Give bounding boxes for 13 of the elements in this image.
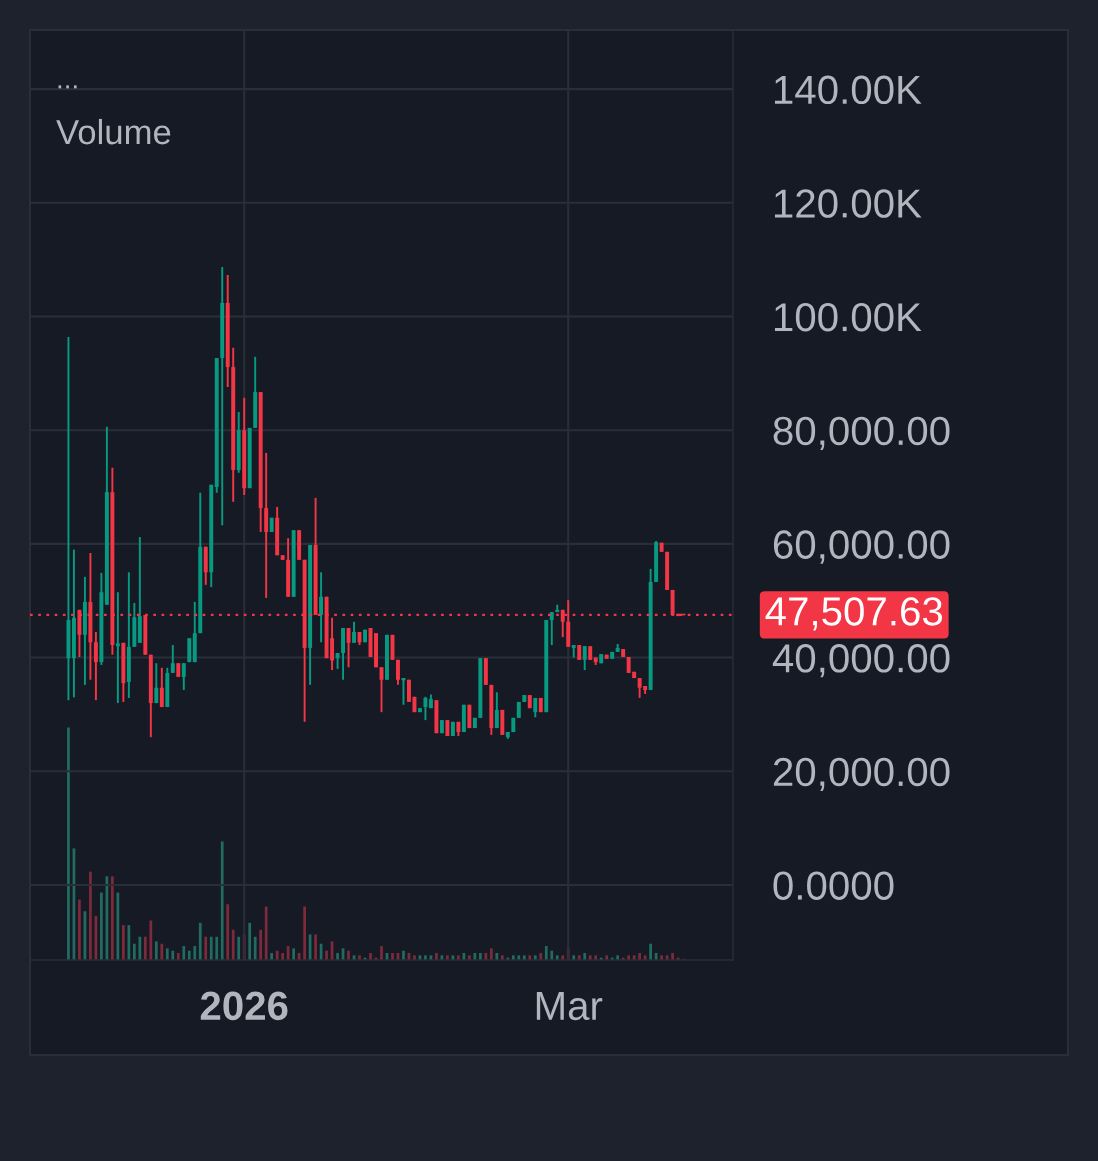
y-tick-label: 20,000.00 bbox=[773, 757, 950, 792]
y-tick-label: 140.00K bbox=[774, 75, 922, 105]
y-tick-label: 100.00K bbox=[774, 302, 922, 332]
y-tick-label: 80,000.00 bbox=[773, 416, 950, 450]
x-tick-label: Mar bbox=[536, 992, 603, 1021]
y-tick-label: 60,000.00 bbox=[773, 530, 950, 564]
annotation: ... bbox=[58, 85, 77, 89]
y-tick-label: 120.00K bbox=[774, 189, 922, 218]
chart-title: Volume bbox=[56, 118, 171, 145]
y-tick-label: 0.0000 bbox=[773, 871, 894, 900]
x-tick-label: 2026 bbox=[200, 991, 288, 1021]
y-tick-label: 40,000.00 bbox=[772, 644, 950, 678]
ref-line-label: 47,507.63 bbox=[765, 597, 943, 631]
